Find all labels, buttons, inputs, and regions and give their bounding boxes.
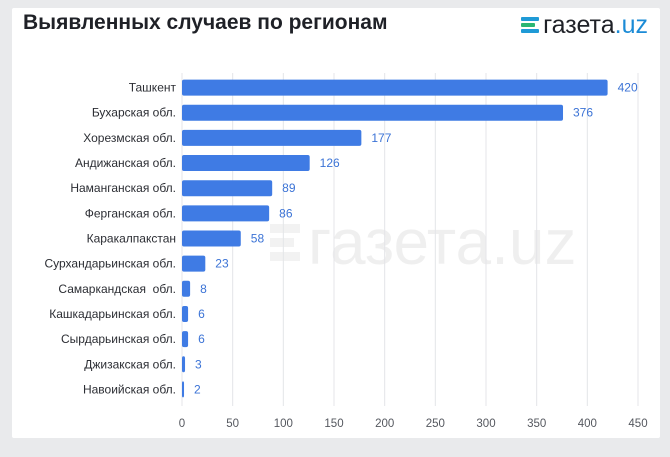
- category-label: Джизакская обл.: [84, 357, 176, 371]
- bar: [182, 280, 191, 297]
- bar: [182, 255, 206, 272]
- bar: [182, 155, 310, 172]
- x-tick-label: 400: [578, 418, 597, 430]
- bar: [182, 180, 273, 197]
- value-label: 6: [198, 307, 205, 321]
- category-label: Бухарская обл.: [92, 106, 176, 120]
- brand-mark-icon: [521, 16, 540, 34]
- brand-mark-stripe: [521, 29, 540, 33]
- category-label: Хорезмская обл.: [83, 131, 176, 145]
- value-label: 8: [200, 282, 207, 296]
- x-tick-label: 100: [274, 418, 293, 430]
- category-label: Андижанская обл.: [75, 156, 176, 170]
- category-label: Ташкент: [129, 81, 177, 95]
- value-label: 6: [198, 332, 205, 346]
- category-label: Наманганская обл.: [70, 181, 176, 195]
- category-label: Сырдарьинская обл.: [61, 332, 176, 346]
- x-tick-label: 50: [226, 418, 239, 430]
- bar: [182, 79, 608, 96]
- category-label: Сурхандарьинская обл.: [44, 257, 176, 271]
- bar: [182, 104, 564, 121]
- value-label: 177: [371, 131, 391, 145]
- x-tick-label: 350: [527, 418, 546, 430]
- value-label: 89: [282, 181, 296, 195]
- bar: [182, 356, 186, 373]
- category-label: Каракалпакстан: [87, 232, 176, 246]
- brand-mark-stripe: [521, 23, 536, 27]
- x-tick-label: 250: [426, 418, 445, 430]
- category-label: Кашкадарьинская обл.: [49, 307, 176, 321]
- brand-logo: газета .uz: [521, 9, 648, 41]
- value-label: 126: [320, 156, 340, 170]
- category-label: Навоийская обл.: [83, 382, 176, 396]
- value-label: 376: [573, 106, 593, 120]
- x-tick-label: 150: [324, 418, 343, 430]
- bar: [182, 230, 241, 247]
- bar: [182, 331, 189, 348]
- value-label: 3: [195, 357, 202, 371]
- brand-mark-stripe: [521, 17, 540, 21]
- bar: [182, 305, 189, 322]
- x-tick-label: 0: [179, 418, 185, 430]
- chart-title: Выявленных случаев по регионам: [23, 11, 388, 34]
- x-tick-label: 450: [628, 418, 647, 430]
- value-label: 2: [194, 382, 201, 396]
- category-label: Самаркандская обл.: [58, 282, 176, 296]
- x-tick-label: 300: [476, 418, 495, 430]
- bar: [182, 381, 185, 398]
- value-label: 86: [279, 206, 293, 220]
- category-label: Ферганская обл.: [85, 206, 176, 220]
- bar: [182, 129, 362, 146]
- brand-tld: .uz: [614, 10, 648, 39]
- value-label: 23: [215, 257, 229, 271]
- brand-name: газета: [543, 10, 615, 39]
- value-label: 420: [618, 81, 638, 95]
- bar: [182, 205, 270, 222]
- x-tick-label: 200: [375, 418, 394, 430]
- value-label: 58: [251, 232, 265, 246]
